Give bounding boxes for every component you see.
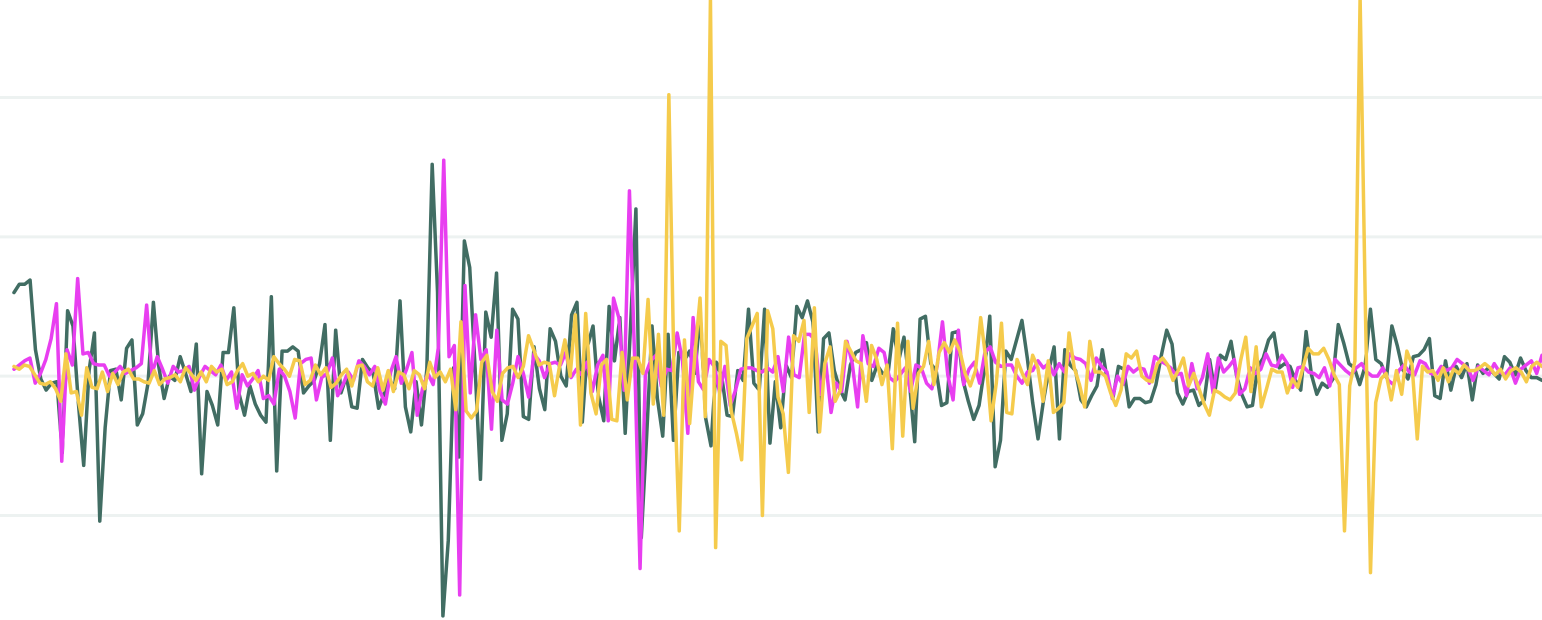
series-line-2	[12, 0, 1542, 575]
gridlines	[0, 96, 1542, 518]
series-lines	[12, 0, 1542, 618]
series-line-1	[12, 158, 1542, 597]
